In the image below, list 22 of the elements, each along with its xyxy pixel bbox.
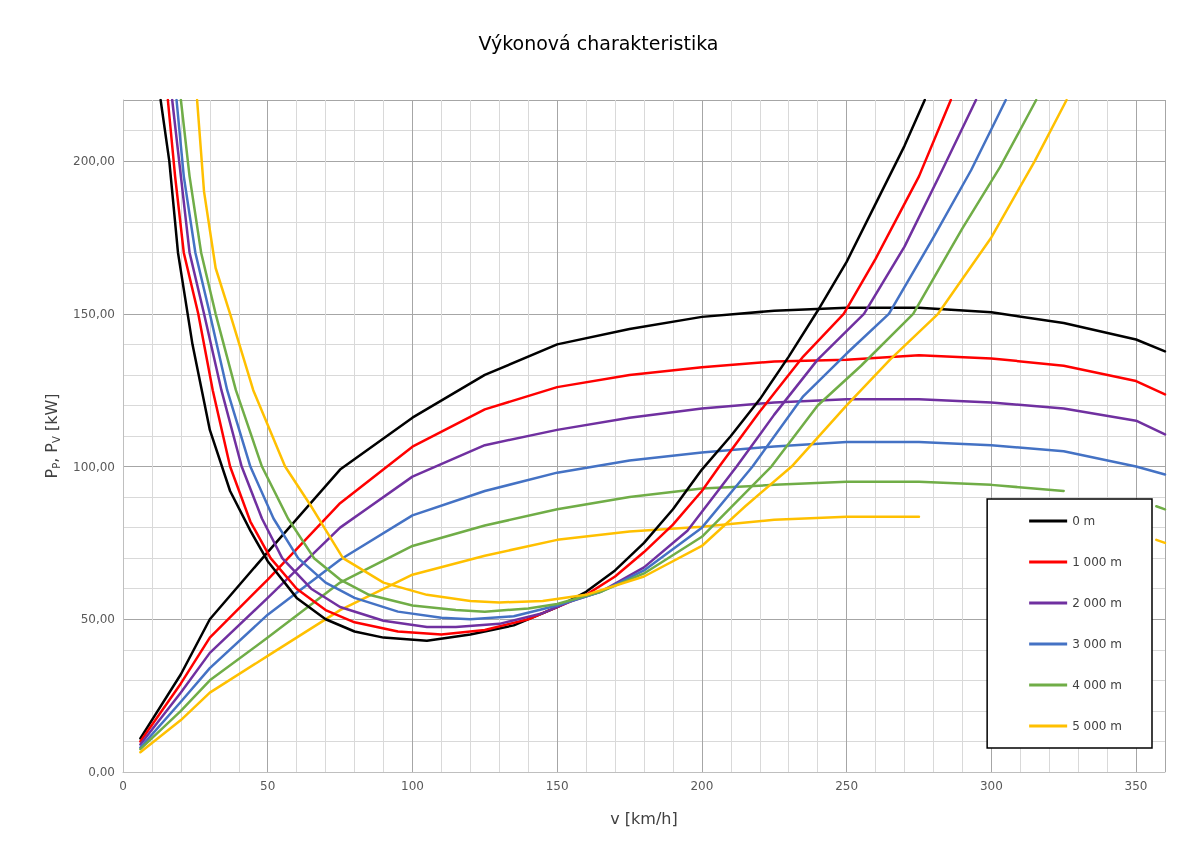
legend-label: 1 000 m [1072, 555, 1122, 569]
legend-label: 4 000 m [1072, 678, 1122, 692]
y-tick-label: 0,00 [88, 765, 115, 779]
x-tick-label: 350 [1124, 779, 1148, 793]
x-tick-label: 100 [400, 779, 424, 793]
x-axis-title: v [km/h] [610, 808, 678, 828]
x-tick-label: 0 [119, 779, 127, 793]
x-tick-label: 50 [260, 779, 276, 793]
y-tick-label: 150,00 [73, 306, 115, 321]
legend-label: 0 m [1072, 514, 1096, 528]
x-tick-label: 250 [835, 779, 859, 793]
legend-label: 5 000 m [1072, 719, 1122, 733]
y-axis-title: PP, PV [kW] [41, 393, 62, 479]
chart-title: Výkonová charakteristika [478, 31, 719, 54]
legend-label: 2 000 m [1072, 596, 1122, 610]
legend-label: 3 000 m [1072, 637, 1122, 651]
y-tick-label: 200,00 [73, 154, 115, 169]
x-tick-label: 200 [690, 779, 714, 793]
x-tick-label: 300 [979, 779, 1003, 793]
y-tick-label: 50,00 [80, 612, 115, 627]
y-tick-label: 100,00 [73, 459, 115, 474]
x-tick-label: 150 [545, 779, 569, 793]
